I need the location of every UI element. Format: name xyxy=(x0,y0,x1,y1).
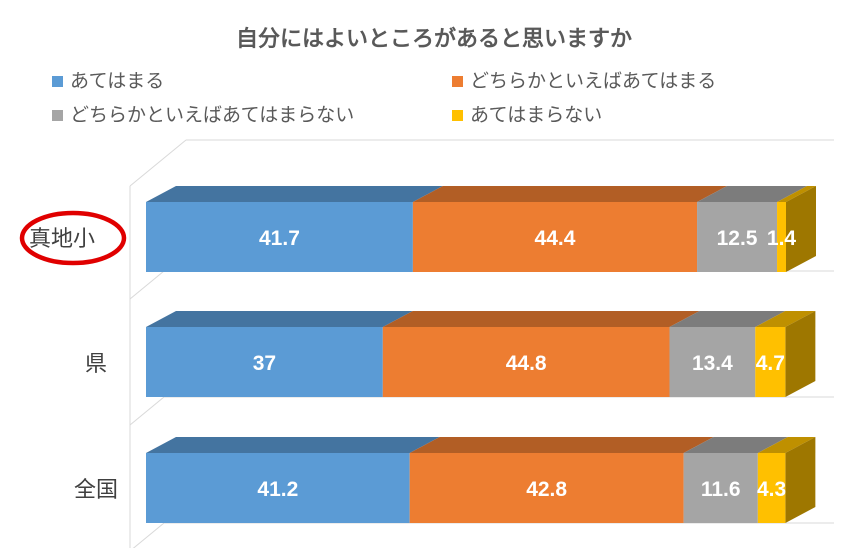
floor-gridline xyxy=(132,522,165,548)
bar-row: 41.7 44.4 12.5 1.4 xyxy=(146,186,816,272)
data-label: 4.3 xyxy=(757,478,786,501)
wall-top-line xyxy=(129,139,187,187)
data-label: 37 xyxy=(253,352,276,375)
legend-item: どちらかといえばあてはまる xyxy=(452,70,716,92)
bar-top-face xyxy=(382,311,700,327)
bar-side-face xyxy=(786,186,816,272)
bar-row: 37 44.8 13.4 4.7 xyxy=(146,311,816,397)
plot-area: 41.7 44.4 12.5 1.4 37 44.8 13.4 4.7 41.2 42.8 11.6… xyxy=(146,186,816,523)
data-label: 13.4 xyxy=(692,352,733,375)
data-label: 41.7 xyxy=(259,227,300,250)
legend-item: あてはまる xyxy=(52,70,164,92)
bar-top-face xyxy=(669,311,786,327)
bar-side-face xyxy=(785,311,816,397)
legend-label: あてはまる xyxy=(70,70,164,92)
legend-swatch xyxy=(52,76,63,87)
bar-top-face xyxy=(755,311,816,327)
data-label: 4.7 xyxy=(756,352,785,375)
bar-top-face xyxy=(757,437,816,453)
legend-item: あてはまらない xyxy=(452,104,602,126)
legend-swatch xyxy=(52,110,63,121)
data-label: 44.4 xyxy=(535,227,576,250)
bar-segment xyxy=(382,327,670,397)
bar-top-face xyxy=(146,186,443,202)
bar-segment xyxy=(755,327,786,397)
bar-side-face xyxy=(785,437,816,523)
bar-top-face xyxy=(697,186,808,202)
data-label: 12.5 xyxy=(717,227,758,250)
category-label: 全国 xyxy=(74,478,118,503)
data-label: 41.2 xyxy=(257,478,298,501)
legend-label: あてはまらない xyxy=(470,104,602,126)
bar-segment xyxy=(669,327,756,397)
data-label: 11.6 xyxy=(701,478,741,501)
bar-segment xyxy=(697,202,778,272)
data-label: 44.8 xyxy=(506,352,547,375)
category-label: 県 xyxy=(85,352,107,377)
highlight-circle xyxy=(19,210,127,266)
chart-title: 自分にはよいところがあると思いますか xyxy=(236,26,632,52)
bar-top-face xyxy=(146,437,440,453)
bar-segment xyxy=(146,327,383,397)
floor-gridline xyxy=(129,270,165,300)
legend-swatch xyxy=(452,76,463,87)
bar-top-face xyxy=(683,437,788,453)
bar-segment xyxy=(146,453,410,523)
legend-label: どちらかといえばあてはまる xyxy=(470,70,716,92)
bar-segment xyxy=(412,202,698,272)
bar-segment xyxy=(683,453,758,523)
bar-top-face xyxy=(146,311,413,327)
data-label: 1.4 xyxy=(767,227,797,250)
category-label: 真地小 xyxy=(29,227,95,252)
legend-item: どちらかといえばあてはまらない xyxy=(52,104,354,126)
bar-segment xyxy=(409,453,684,523)
bar-segment xyxy=(146,202,413,272)
legend-label: どちらかといえばあてはまらない xyxy=(70,104,354,126)
bar-row: 41.2 42.8 11.6 4.3 xyxy=(146,437,816,523)
legend-swatch xyxy=(452,110,463,121)
bar-top-face xyxy=(412,186,728,202)
data-label: 42.8 xyxy=(526,478,567,501)
bar-top-face xyxy=(409,437,714,453)
bar-top-face xyxy=(777,186,816,202)
floor-gridline xyxy=(129,396,165,426)
bar-segment xyxy=(777,202,786,272)
bar-segment xyxy=(757,453,786,523)
